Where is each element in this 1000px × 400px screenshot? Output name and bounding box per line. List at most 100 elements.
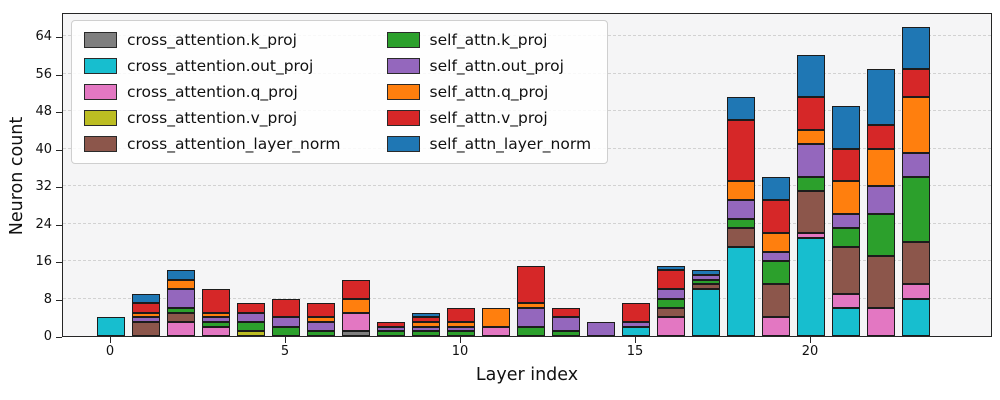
bar-segment <box>202 312 230 318</box>
legend-swatch-icon <box>84 84 117 100</box>
x-tick-label: 10 <box>451 344 469 359</box>
legend-label: cross_attention.k_proj <box>127 31 297 49</box>
legend-item: self_attn.out_proj <box>386 57 592 75</box>
legend-item: self_attn.k_proj <box>386 31 592 49</box>
bar-segment <box>587 321 615 336</box>
x-tick-label: 15 <box>626 344 644 359</box>
y-axis-label: Neuron count <box>7 116 27 236</box>
bar-segment <box>762 232 790 252</box>
y-tick-label: 56 <box>35 66 52 82</box>
y-tick-label: 24 <box>35 216 52 232</box>
bar-segment <box>237 303 265 313</box>
bar-segment <box>797 190 825 233</box>
bar-segment <box>832 148 860 182</box>
bar-segment <box>132 317 160 322</box>
bar-segment <box>307 321 335 332</box>
x-tick-mark <box>285 337 286 343</box>
bar-segment <box>132 303 160 313</box>
bar-segment <box>342 312 370 332</box>
bar-segment <box>447 321 475 327</box>
bar-segment <box>202 326 230 336</box>
legend-label: self_attn_layer_norm <box>429 135 592 153</box>
bar-segment <box>377 331 405 336</box>
y-tick-mark <box>56 224 62 226</box>
bar-segment <box>727 181 755 201</box>
bar-segment <box>692 284 720 290</box>
bar-segment <box>657 289 685 299</box>
y-tick-mark <box>56 112 62 113</box>
bar-segment <box>202 289 230 313</box>
bar-segment <box>762 200 790 233</box>
bar-segment <box>202 321 230 327</box>
legend-swatch-icon <box>386 84 420 100</box>
bar-segment <box>517 303 545 308</box>
bar-segment <box>167 270 195 280</box>
legend-swatch-icon <box>386 110 420 126</box>
bar-segment <box>307 317 335 322</box>
bar-segment <box>727 246 755 336</box>
bar-segment <box>482 326 510 336</box>
legend-swatch-icon <box>84 32 117 48</box>
bar-segment <box>867 125 895 149</box>
x-axis-label: Layer index <box>475 365 579 385</box>
bar-segment <box>867 214 895 257</box>
bar-segment <box>797 232 825 238</box>
bar-segment <box>797 176 825 191</box>
bar-segment <box>797 237 825 336</box>
y-tick-mark <box>56 337 62 338</box>
bar-segment <box>832 214 860 229</box>
bar-segment <box>517 326 545 336</box>
bar-segment <box>797 54 825 97</box>
bar-segment <box>727 96 755 121</box>
legend-label: self_attn.q_proj <box>429 83 549 101</box>
bar-segment <box>412 326 440 332</box>
y-tick-label: 48 <box>35 104 52 119</box>
y-tick-label: 0 <box>43 329 52 344</box>
bar-segment <box>657 270 685 290</box>
bar-segment <box>307 303 335 318</box>
bar-segment <box>622 321 650 327</box>
x-tick-mark <box>810 337 811 343</box>
bar-segment <box>447 326 475 332</box>
bar-segment <box>727 200 755 219</box>
legend-swatch-icon <box>84 136 117 152</box>
bar-segment <box>762 176 790 201</box>
legend-swatch-icon <box>84 58 117 74</box>
y-tick-mark <box>56 299 62 301</box>
bar-segment <box>902 284 930 299</box>
bar-segment <box>97 317 125 336</box>
bar-segment <box>727 218 755 229</box>
bar-segment <box>902 153 930 177</box>
legend-swatch-icon <box>386 58 420 74</box>
bar-segment <box>727 228 755 247</box>
bar-segment <box>237 331 265 336</box>
bar-segment <box>762 261 790 285</box>
x-tick-mark <box>460 337 461 343</box>
bar-segment <box>167 279 195 290</box>
bar-segment <box>692 289 720 336</box>
bar-segment <box>412 317 440 322</box>
bar-segment <box>797 143 825 177</box>
x-tick-label: 20 <box>801 344 819 359</box>
y-tick-mark <box>56 37 62 38</box>
bar-segment <box>657 265 685 271</box>
bar-segment <box>762 251 790 261</box>
legend-label: cross_attention_layer_norm <box>127 135 341 153</box>
bar-segment <box>832 246 860 294</box>
bar-segment <box>552 331 580 336</box>
bar-segment <box>902 242 930 285</box>
bar-segment <box>622 326 650 336</box>
bar-segment <box>412 312 440 318</box>
legend-item: cross_attention.q_proj <box>84 83 341 101</box>
bar-segment <box>342 279 370 299</box>
bar-segment <box>902 68 930 97</box>
bar-segment <box>867 256 895 308</box>
bar-segment <box>412 321 440 327</box>
bar-segment <box>657 307 685 318</box>
bar-segment <box>692 279 720 285</box>
legend-label: self_attn.out_proj <box>429 57 564 75</box>
bar-segment <box>132 321 160 336</box>
bar-segment <box>447 331 475 336</box>
y-tick-label: 32 <box>35 179 52 194</box>
